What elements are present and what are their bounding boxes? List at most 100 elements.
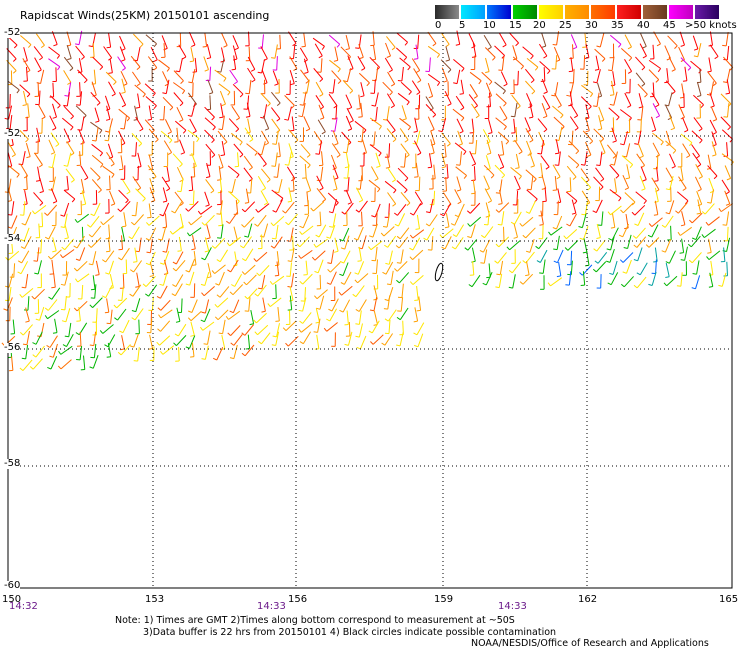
wind-barb (530, 175, 534, 190)
legend-tick: 20 (533, 20, 546, 31)
wind-barb-flag (229, 291, 234, 296)
wind-barb (516, 190, 519, 206)
wind-barb (691, 144, 701, 157)
wind-barb (221, 141, 226, 155)
wind-barb-flag (241, 352, 246, 357)
wind-barb (691, 252, 702, 264)
wind-barb (95, 260, 100, 275)
wind-barb-flag (100, 221, 104, 226)
wind-barb (144, 119, 155, 131)
wind-barb-flag (149, 275, 154, 277)
wind-barb-flag (298, 115, 303, 118)
wind-barb-flag (545, 166, 550, 170)
wind-barb-flag (117, 208, 121, 212)
wind-barb (522, 216, 534, 227)
wind-barb-flag (274, 264, 279, 267)
wind-barb (512, 56, 524, 67)
wind-barb (708, 250, 721, 260)
wind-barb (599, 139, 606, 153)
wind-barb (244, 201, 256, 213)
wind-barb-flag (211, 270, 215, 274)
wind-barb (414, 191, 423, 204)
wind-barb (179, 139, 186, 153)
wind-barb (243, 236, 253, 249)
wind-barb-flag (551, 94, 556, 97)
wind-barb (8, 286, 12, 301)
wind-barb (160, 285, 168, 299)
wind-barb-flag (601, 152, 606, 155)
wind-barb-flag (487, 46, 492, 50)
wind-barb (11, 215, 18, 229)
wind-barb-flag (608, 69, 613, 72)
wind-barb (340, 46, 351, 58)
wind-barb (608, 107, 620, 118)
wind-barb (501, 211, 505, 226)
wind-barb (233, 55, 237, 70)
wind-barb (123, 115, 127, 130)
wind-barb (681, 211, 686, 225)
wind-barb-flag (665, 276, 670, 278)
wind-barb-flag (466, 210, 471, 214)
wind-barb-flag (416, 91, 421, 95)
legend-tick: 25 (559, 20, 572, 31)
wind-barb-flag (589, 140, 594, 145)
wind-barb (425, 104, 437, 115)
wind-barb (108, 237, 111, 252)
wind-barb-flag (84, 177, 89, 181)
wind-barb (104, 95, 111, 110)
wind-barb (119, 92, 127, 106)
wind-barb (231, 178, 236, 193)
wind-barb-flag (596, 45, 601, 48)
wind-barb (204, 247, 212, 261)
wind-barb (332, 213, 337, 228)
wind-barb (162, 187, 168, 202)
wind-barb (375, 152, 381, 167)
wind-barb-flag (445, 43, 450, 48)
wind-barb-flag (385, 166, 390, 169)
wind-barb (373, 79, 376, 94)
wind-barb (656, 166, 659, 181)
wind-barb (222, 319, 226, 334)
wind-barb-flag (582, 251, 587, 254)
wind-barb-flag (547, 282, 551, 287)
wind-barb (329, 308, 338, 322)
wind-barb-flag (266, 179, 271, 183)
wind-barb (303, 91, 307, 106)
wind-barb-flag (480, 262, 485, 264)
wind-barb (383, 226, 395, 237)
wind-barb-flag (48, 166, 53, 169)
wind-barb (233, 344, 238, 359)
wind-barb-flag (272, 335, 277, 338)
wind-barb-flag (596, 237, 601, 239)
wind-barb-flag (543, 115, 548, 119)
wind-barb (459, 151, 462, 166)
wind-barb-flag (274, 83, 279, 86)
wind-barb-flag (638, 106, 643, 109)
wind-barb (623, 276, 634, 288)
wind-barb-flag (624, 187, 629, 191)
wind-barb (176, 106, 184, 121)
wind-barb (607, 144, 617, 157)
wind-barb (475, 139, 478, 154)
wind-barb (166, 167, 170, 181)
wind-barb-flag (216, 213, 221, 215)
wind-barb (680, 133, 693, 143)
wind-barb-flag (347, 202, 352, 205)
wind-barb (300, 143, 311, 156)
wind-barb-flag (46, 344, 51, 348)
wind-barb (467, 239, 478, 251)
wind-barb (413, 68, 422, 81)
wind-barb-flag (57, 66, 61, 71)
wind-barb-flag (358, 199, 363, 203)
wind-barb (275, 284, 277, 299)
wind-barb (122, 274, 125, 289)
wind-barb (460, 79, 464, 94)
wind-barb (514, 139, 523, 152)
wind-barb (543, 67, 546, 82)
wind-barb-flag (672, 150, 677, 154)
wind-barb-flag (56, 55, 60, 59)
wind-barb-flag (38, 164, 43, 168)
wind-barb (262, 297, 266, 312)
wind-barb-flag (227, 332, 231, 336)
wind-barb-flag (70, 126, 74, 131)
